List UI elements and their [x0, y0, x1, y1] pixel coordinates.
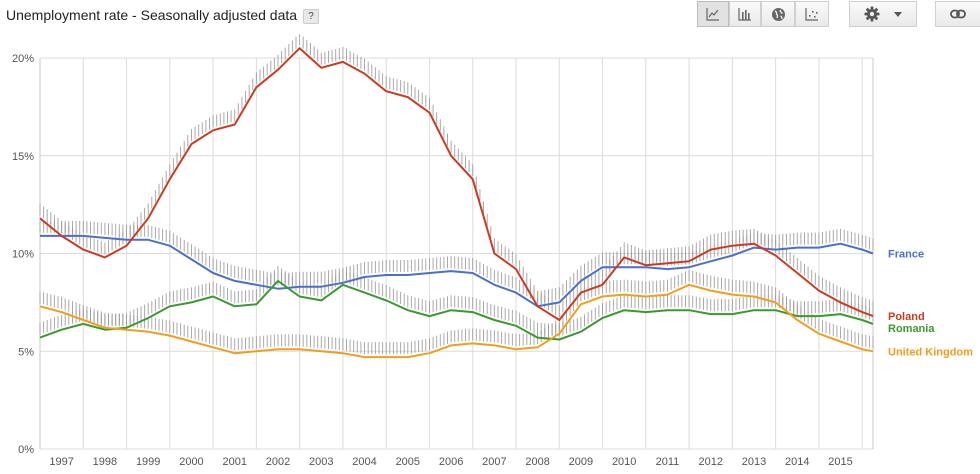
x-tick-label-2003: 2003	[309, 456, 333, 468]
romania-error-bars	[39, 265, 874, 337]
poland-error-bars	[39, 34, 874, 317]
legend-poland: Poland	[888, 311, 925, 323]
x-tick-label-1999: 1999	[136, 456, 160, 468]
france-line[interactable]	[40, 234, 874, 308]
y-tick-label-5: 5%	[18, 346, 34, 358]
x-tick-label-2014: 2014	[785, 456, 809, 468]
scatter-chart-button[interactable]	[795, 1, 829, 27]
series-lines	[39, 47, 874, 359]
legend-romania: Romania	[888, 323, 935, 335]
x-tick-label-2004: 2004	[352, 456, 376, 468]
gear-icon	[864, 6, 880, 22]
line-chart-icon	[706, 8, 719, 21]
link-icon	[950, 9, 966, 19]
settings-button[interactable]	[849, 1, 917, 27]
x-tick-label-2012: 2012	[698, 456, 722, 468]
romania-line[interactable]	[39, 279, 874, 341]
x-tick-label-2007: 2007	[482, 456, 506, 468]
bar-chart-icon	[738, 8, 751, 21]
poland-line[interactable]	[39, 47, 874, 321]
x-tick-label-2005: 2005	[396, 456, 420, 468]
x-tick-label-2013: 2013	[742, 456, 766, 468]
x-tick-label-2009: 2009	[569, 456, 593, 468]
scatter-chart-icon	[805, 8, 818, 21]
x-tick-label-2002: 2002	[266, 456, 290, 468]
united-kingdom-error-bars	[39, 269, 874, 355]
y-axis-tick-labels: 0% 5% 10% 15% 20%	[12, 53, 34, 456]
map-icon	[771, 7, 785, 21]
help-button[interactable]: ?	[303, 9, 320, 24]
x-tick-label-2010: 2010	[612, 456, 636, 468]
x-tick-label-1998: 1998	[93, 456, 117, 468]
line-chart: 0% 5% 10% 15% 20% 1997 1998 1999 2000 2001 2002 20…	[12, 34, 973, 468]
grid	[39, 57, 874, 450]
x-axis-tick-labels: 1997 1998 1999 2000 2001 2002 2003 2004 2005 2006…	[49, 456, 852, 468]
france-error-bars	[39, 220, 874, 304]
x-tick-label-1997: 1997	[49, 456, 73, 468]
legend-france: France	[888, 249, 924, 261]
y-tick-label-15: 15%	[12, 151, 34, 163]
link-button[interactable]	[935, 1, 980, 27]
map-button[interactable]	[761, 1, 795, 27]
legend-united-kingdom: United Kingdom	[888, 346, 973, 358]
x-tick-label-2015: 2015	[828, 456, 852, 468]
x-tick-label-2006: 2006	[439, 456, 463, 468]
chart-title-text: Unemployment rate - Seasonally adjusted …	[6, 7, 298, 23]
y-tick-label-0: 0%	[18, 444, 34, 456]
chart-title: Unemployment rate - Seasonally adjusted …	[6, 7, 320, 24]
error-bars	[39, 34, 874, 355]
chart-header: Unemployment rate - Seasonally adjusted …	[0, 0, 980, 34]
united-kingdom-line[interactable]	[39, 283, 874, 359]
x-tick-label-2011: 2011	[656, 456, 680, 468]
caret-down-icon	[894, 11, 902, 17]
x-tick-label-2001: 2001	[222, 456, 246, 468]
y-tick-label-20: 20%	[12, 53, 34, 65]
x-tick-label-2000: 2000	[179, 456, 203, 468]
y-tick-label-10: 10%	[12, 249, 34, 261]
line-chart-button[interactable]	[697, 1, 729, 27]
bar-chart-button[interactable]	[729, 1, 761, 27]
x-tick-label-2008: 2008	[525, 456, 549, 468]
